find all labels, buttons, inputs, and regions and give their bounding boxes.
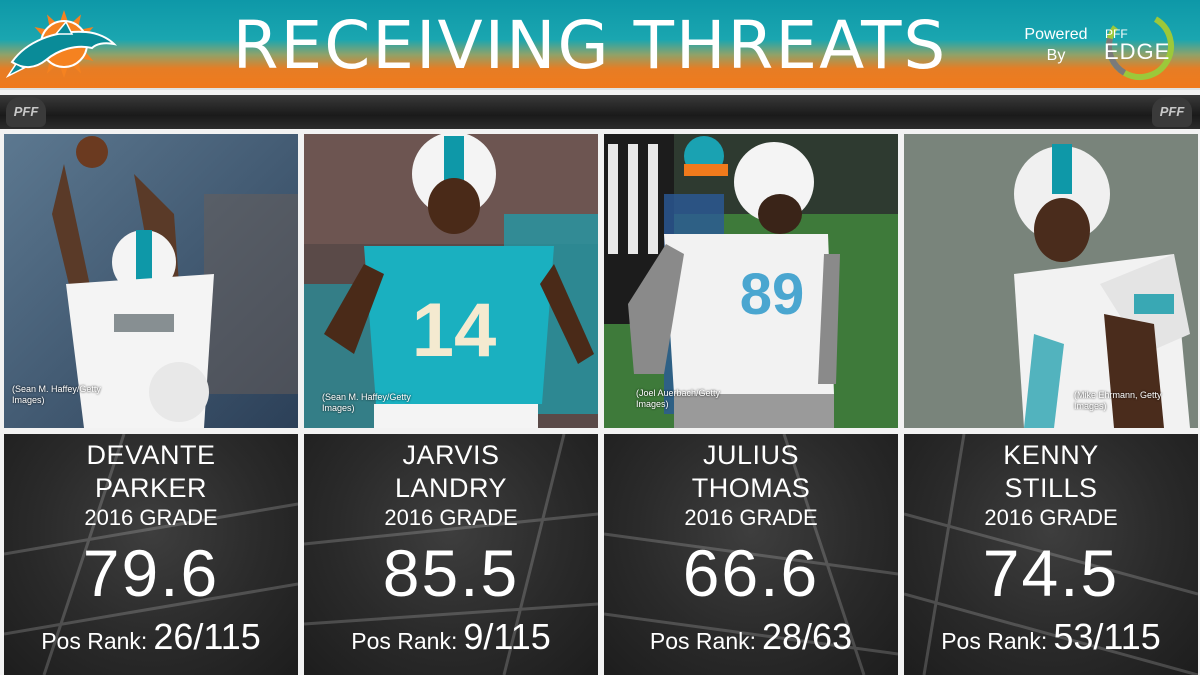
- player-last-name: LANDRY: [394, 473, 508, 503]
- position-rank: Pos Rank: 9/115: [304, 617, 598, 665]
- pos-rank-value: 26/115: [153, 616, 261, 657]
- photo-credit: (Mike Ehrmann, Getty Images): [1074, 390, 1162, 411]
- player-stats-panel: DEVANTE PARKER 2016 GRADE 79.6 Pos Rank:…: [4, 434, 298, 675]
- pos-rank-value: 9/115: [463, 616, 551, 657]
- edge-logo-word: EDGE: [1104, 39, 1171, 64]
- pos-rank-label: Pos Rank:: [351, 628, 458, 654]
- powered-by-label: Powered By: [1024, 26, 1088, 64]
- pos-rank-label: Pos Rank:: [941, 628, 1048, 654]
- pos-rank-value: 53/115: [1053, 616, 1161, 657]
- header-banner: RECEIVING THREATS Powered By PFF EDGE: [0, 0, 1200, 90]
- field-lines-decoration: [304, 434, 598, 675]
- player-card: (Mike Ehrmann, Getty Images) KENNY STILL…: [904, 134, 1198, 675]
- pff-watermark-left: PFF: [6, 97, 46, 127]
- player-photo-image: [904, 134, 1198, 428]
- grade-label: 2016 GRADE: [384, 505, 518, 530]
- field-lines-decoration: [904, 434, 1198, 675]
- edge-logo-pff-text: PFF: [1105, 27, 1128, 41]
- pos-rank-label: Pos Rank:: [649, 628, 756, 654]
- player-first-name: KENNY: [1003, 440, 1099, 470]
- player-photo: 89 (Joel Auerbach/Getty Images): [604, 134, 898, 428]
- player-stats-panel: KENNY STILLS 2016 GRADE 74.5 Pos Rank: 53…: [904, 434, 1198, 675]
- photo-credit: (Sean M. Haffey/Getty Images): [12, 384, 101, 405]
- pff-watermark-right: PFF: [1152, 97, 1192, 127]
- player-photo-image: [4, 134, 298, 428]
- grade-value: 66.6: [682, 536, 820, 610]
- grade-value: 79.6: [82, 536, 220, 610]
- page-title: RECEIVING THREATS: [232, 7, 948, 84]
- divider-strip: PFF PFF: [0, 95, 1200, 129]
- pff-edge-logo-icon: [1106, 12, 1174, 80]
- grade-value: 85.5: [382, 536, 520, 610]
- position-rank: Pos Rank: 26/115: [4, 617, 298, 665]
- player-card: 89 (Joel Auerbach/Getty Images) JULIUS T…: [604, 134, 898, 675]
- player-stats-panel: JARVIS LANDRY 2016 GRADE 85.5 Pos Rank: 9…: [304, 434, 598, 675]
- grade-label: 2016 GRADE: [984, 505, 1118, 530]
- player-last-name: THOMAS: [691, 473, 811, 503]
- player-stats-panel: JULIUS THOMAS 2016 GRADE 66.6 Pos Rank: 2…: [604, 434, 898, 675]
- player-card: (Sean M. Haffey/Getty Images) DEVANTE PA…: [4, 134, 298, 675]
- position-rank: Pos Rank: 53/115: [904, 617, 1198, 665]
- player-first-name: JULIUS: [702, 440, 800, 470]
- field-lines-decoration: [604, 434, 898, 675]
- player-last-name: PARKER: [94, 473, 208, 503]
- player-first-name: JARVIS: [402, 440, 500, 470]
- grade-label: 2016 GRADE: [84, 505, 218, 530]
- grade-value: 74.5: [982, 536, 1120, 610]
- player-photo: (Sean M. Haffey/Getty Images): [4, 134, 298, 428]
- field-lines-decoration: [4, 434, 298, 675]
- dolphins-logo-icon: [6, 10, 118, 78]
- player-first-name: DEVANTE: [86, 440, 216, 470]
- jersey-number: 89: [740, 262, 805, 327]
- photo-credit: (Sean M. Haffey/Getty Images): [322, 392, 411, 413]
- player-photo: (Mike Ehrmann, Getty Images): [904, 134, 1198, 428]
- pos-rank-value: 28/63: [762, 616, 853, 657]
- player-card: 14 (Sean M. Haffey/Getty Images) JARVIS …: [304, 134, 598, 675]
- photo-credit: (Joel Auerbach/Getty Images): [636, 388, 721, 409]
- position-rank: Pos Rank: 28/63: [604, 617, 898, 665]
- jersey-number: 14: [412, 288, 497, 373]
- player-photo-image: 14: [304, 134, 598, 428]
- player-last-name: STILLS: [1004, 473, 1098, 503]
- player-photo-image: 89: [604, 134, 898, 428]
- player-photo: 14 (Sean M. Haffey/Getty Images): [304, 134, 598, 428]
- grade-label: 2016 GRADE: [684, 505, 818, 530]
- pos-rank-label: Pos Rank:: [41, 628, 148, 654]
